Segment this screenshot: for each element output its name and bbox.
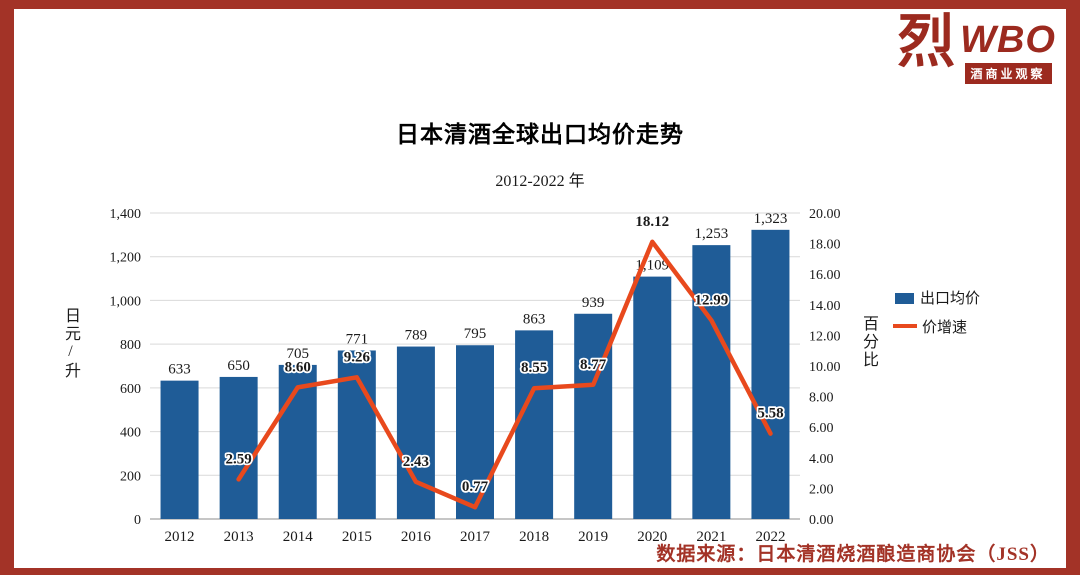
- line-label: 2.43: [403, 454, 429, 470]
- x-axis-label: 2021: [696, 529, 726, 545]
- right-axis-tick-label: 18.00: [809, 238, 841, 253]
- logo-subtext: 酒商业观察: [964, 63, 1052, 84]
- line-label: 8.77: [580, 357, 607, 373]
- bar: [219, 376, 258, 519]
- left-axis-tick-label: 400: [120, 426, 141, 441]
- x-axis-label: 2017: [460, 529, 491, 545]
- bar: [160, 380, 199, 519]
- wbo-logo: 烈 WBO 酒商业观察: [897, 13, 1056, 84]
- price-trend-svg: 0 200 400 600 800 1,000 1,200 1,400 0.00 2.00 4.00…: [110, 207, 981, 545]
- bar-label: 789: [405, 328, 428, 344]
- legend-bar-swatch: [895, 293, 914, 304]
- x-axis-label: 2020: [637, 529, 667, 545]
- x-axis-label: 2018: [519, 529, 549, 545]
- legend-line-label: 价增速: [922, 319, 967, 336]
- left-axis-tick-label: 1,000: [110, 294, 142, 309]
- right-axis-tick-label: 0.00: [809, 513, 834, 528]
- bar-label: 795: [464, 326, 487, 342]
- line-label: 12.99: [694, 292, 728, 308]
- bar: [515, 330, 554, 519]
- bar-label: 705: [286, 346, 309, 362]
- chart-title: 日本清酒全球出口均价走势: [396, 121, 684, 147]
- growth-line: [236, 239, 773, 510]
- logo-wbo-text: WBO: [960, 19, 1056, 61]
- bar: [456, 345, 494, 519]
- right-axis-title: 百分比: [860, 315, 877, 369]
- left-axis-tick-label: 200: [120, 469, 141, 484]
- right-axis-tick-label: 8.00: [809, 391, 834, 406]
- right-axis-tick-label: 14.00: [809, 299, 841, 314]
- logo-right: WBO 酒商业观察: [960, 21, 1056, 84]
- line-label: 8.55: [521, 360, 547, 376]
- right-axis-tick-label: 2.00: [809, 482, 834, 497]
- x-axis-label: 2014: [283, 529, 314, 545]
- right-axis-tick-label: 16.00: [809, 268, 841, 283]
- chart: 0 200 400 600 800 1,000 1,200 1,400 0.00 2.00 4.00…: [50, 201, 1030, 549]
- x-axis-label: 2013: [224, 529, 254, 545]
- right-axis-tick-label: 12.00: [809, 329, 841, 344]
- bar: [574, 313, 613, 519]
- logo-lie-glyph: 烈: [897, 9, 956, 74]
- bar: [633, 276, 672, 519]
- left-axis-tick-label: 0: [134, 513, 141, 528]
- left-axis-title: 日元/升: [62, 307, 79, 380]
- line-label: 9.26: [344, 349, 371, 365]
- bar: [692, 245, 731, 519]
- line-label: 2.59: [226, 451, 252, 467]
- legend-bar-label: 出口均价: [920, 290, 980, 307]
- chart-subtitle: 2012-2022 年: [495, 173, 585, 190]
- left-axis-tick-label: 1,400: [110, 207, 142, 222]
- line-label: 0.77: [462, 479, 489, 495]
- x-axis-label: 2019: [578, 529, 608, 545]
- line-label: 18.12: [635, 214, 669, 230]
- left-axis-tick-label: 1,200: [110, 251, 142, 266]
- bar: [396, 346, 435, 519]
- bar-label: 863: [523, 311, 546, 327]
- right-axis-tick-label: 4.00: [809, 452, 834, 467]
- right-axis-tick-label: 6.00: [809, 421, 834, 436]
- line-label: 5.58: [757, 406, 783, 422]
- bar-label: 633: [168, 362, 191, 378]
- bar-label: 939: [582, 295, 605, 311]
- data-source-text: 数据来源：日本清酒烧酒酿造商协会（JSS）: [656, 544, 1050, 565]
- x-axis-label: 2022: [755, 529, 785, 545]
- right-axis-tick-label: 10.00: [809, 360, 841, 375]
- line-label: 8.60: [285, 359, 311, 375]
- content-panel: 烈 WBO 酒商业观察 日本清酒全球出口均价走势 2012-2022 年 0 20…: [14, 9, 1066, 568]
- x-axis-label: 2015: [342, 529, 372, 545]
- left-axis-tick-label: 600: [120, 382, 141, 397]
- bar-label: 1,323: [754, 211, 788, 227]
- bar-label: 650: [227, 358, 250, 374]
- right-axis-tick-label: 20.00: [809, 207, 841, 222]
- x-axis-label: 2016: [401, 529, 432, 545]
- x-axis-label: 2012: [165, 529, 195, 545]
- bar-label: 771: [346, 331, 369, 347]
- bar: [751, 229, 790, 519]
- bar-label: 1,253: [694, 226, 728, 242]
- left-axis-tick-label: 800: [120, 338, 141, 353]
